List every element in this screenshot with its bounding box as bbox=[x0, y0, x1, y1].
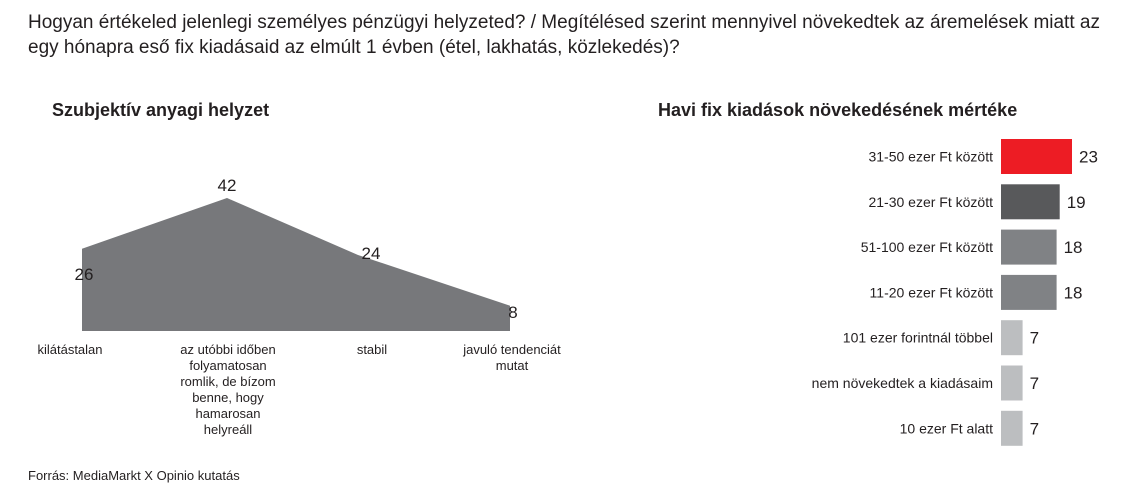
category-label: 11-20 ezer Ft között bbox=[870, 284, 994, 300]
data-label: 18 bbox=[1064, 238, 1083, 257]
data-label: 23 bbox=[1079, 148, 1098, 167]
category-label: nem növekedtek a kiadásaim bbox=[812, 375, 993, 391]
category-label-line: benne, hogy bbox=[192, 390, 264, 405]
data-label: 19 bbox=[1067, 193, 1086, 212]
source-note: Forrás: MediaMarkt X Opinio kutatás bbox=[28, 468, 240, 483]
data-label: 7 bbox=[1030, 419, 1039, 438]
data-label: 8 bbox=[508, 303, 517, 322]
area-shape bbox=[82, 198, 510, 331]
category-label: 51-100 ezer Ft között bbox=[861, 239, 993, 255]
category-label-line: helyreáll bbox=[204, 422, 253, 437]
bar bbox=[1001, 365, 1023, 401]
data-label: 42 bbox=[218, 176, 237, 195]
area-chart-title: Szubjektív anyagi helyzet bbox=[52, 100, 270, 120]
category-label: stabil bbox=[357, 342, 387, 357]
category-label-line: stabil bbox=[357, 342, 387, 357]
category-label-line: hamarosan bbox=[195, 406, 260, 421]
data-label: 26 bbox=[75, 265, 94, 284]
data-label: 7 bbox=[1030, 329, 1039, 348]
category-label-line: mutat bbox=[496, 358, 529, 373]
category-label: javuló tendenciát mutat bbox=[462, 342, 561, 373]
data-label: 18 bbox=[1064, 283, 1083, 302]
category-label: 10 ezer Ft alatt bbox=[900, 420, 993, 436]
category-label: az utóbbi időben folyamatosan romlik, de b… bbox=[180, 342, 275, 437]
category-label-line: folyamatosan bbox=[189, 358, 266, 373]
bar bbox=[1001, 229, 1057, 265]
category-label-line: romlik, de bízom bbox=[180, 374, 275, 389]
data-label: 24 bbox=[362, 244, 381, 263]
category-label: kilátástalan bbox=[37, 342, 102, 357]
category-label: 21-30 ezer Ft között bbox=[868, 194, 993, 210]
category-label-line: az utóbbi időben bbox=[180, 342, 275, 357]
data-label: 7 bbox=[1030, 374, 1039, 393]
bar bbox=[1001, 184, 1060, 220]
category-label-line: javuló tendenciát bbox=[462, 342, 561, 357]
bar bbox=[1001, 274, 1057, 310]
category-label-line: kilátástalan bbox=[37, 342, 102, 357]
bar bbox=[1001, 410, 1023, 446]
bar bbox=[1001, 320, 1023, 356]
category-label: 101 ezer forintnál többel bbox=[843, 330, 993, 346]
bar-chart-title: Havi fix kiadások növekedésének mértéke bbox=[658, 100, 1018, 120]
question-text: Hogyan értékeled jelenlegi személyes pén… bbox=[28, 12, 1100, 58]
area-chart: 26 42 24 8 kilátástalan az utóbbi időben folya… bbox=[37, 176, 561, 437]
category-label: 31-50 ezer Ft között bbox=[868, 149, 993, 165]
bar-chart: 31-50 ezer Ft között 23 21-30 ezer Ft közö… bbox=[812, 139, 1098, 446]
bar bbox=[1001, 139, 1072, 174]
